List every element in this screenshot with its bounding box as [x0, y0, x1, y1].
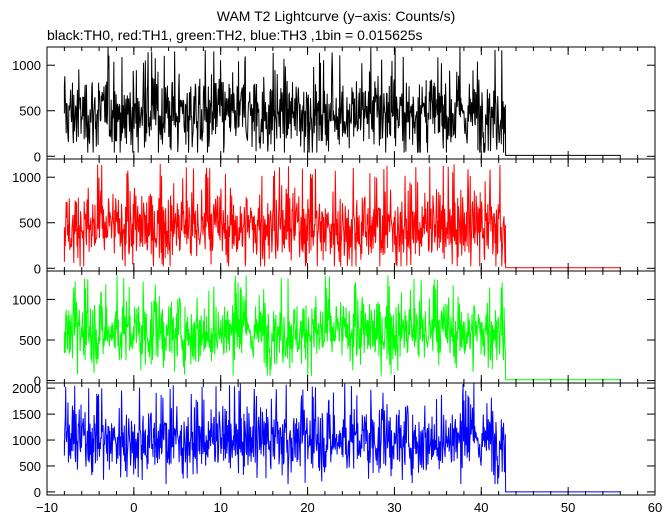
- y-tick-label: 1500: [12, 407, 41, 422]
- x-tick-label: 60: [648, 500, 662, 515]
- y-tick-label: 2000: [12, 381, 41, 396]
- y-tick-label: 500: [19, 459, 41, 474]
- chart-title: WAM T2 Lightcurve (y−axis: Counts/s): [216, 8, 456, 24]
- x-tick-label: −10: [36, 500, 58, 515]
- x-tick-label: 30: [387, 500, 401, 515]
- panel-frame: [46, 382, 656, 496]
- x-tick-label: 50: [561, 500, 575, 515]
- y-tick-label: 1000: [12, 433, 41, 448]
- chart-subtitle: black:TH0, red:TH1, green:TH2, blue:TH3 …: [47, 27, 423, 43]
- y-tick-label: 500: [19, 104, 41, 119]
- y-tick-label: 0: [34, 374, 41, 389]
- series-line-th1: [63, 163, 621, 269]
- y-tick-label: 1000: [12, 170, 41, 185]
- y-tick-label: 1000: [12, 292, 41, 307]
- panel-th1: 0 500 1000: [12, 158, 656, 276]
- y-tick-label: 500: [19, 216, 41, 231]
- series-line-th3: [63, 383, 621, 493]
- x-tick-label: 20: [300, 500, 314, 515]
- y-tick-label: 500: [19, 333, 41, 348]
- x-tick-label: 10: [213, 500, 227, 515]
- panel-th0: 0 500 1000: [12, 46, 656, 164]
- series-line-th0: [63, 47, 621, 156]
- y-tick-label: 0: [34, 149, 41, 164]
- series-line-th2: [63, 275, 621, 381]
- panel-th2: 0 500 1000: [12, 270, 656, 389]
- y-tick-label: 0: [34, 485, 41, 500]
- y-tick-label: 0: [34, 261, 41, 276]
- y-tick-label: 1000: [12, 58, 41, 73]
- x-tick-label: 0: [130, 500, 137, 515]
- panel-th3: 0 500 1000 1500 2000: [12, 381, 656, 500]
- x-tick-label: 40: [474, 500, 488, 515]
